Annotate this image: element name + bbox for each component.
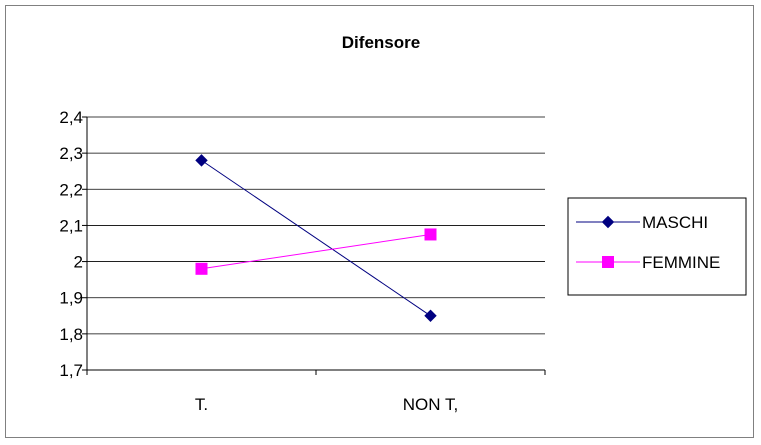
- legend: MASCHI FEMMINE: [567, 197, 747, 296]
- x-tick-label: NON T,: [403, 395, 458, 414]
- legend-marker: [602, 256, 614, 268]
- chart-title: Difensore: [342, 33, 420, 52]
- series-maschi: [195, 154, 437, 322]
- y-tick-label: 2,1: [59, 216, 83, 235]
- data-point: [195, 154, 208, 167]
- axes: [86, 117, 545, 371]
- data-point: [424, 309, 437, 322]
- series-group: [195, 154, 437, 322]
- y-tick-label: 2,2: [59, 180, 83, 199]
- y-tick-label: 2,4: [59, 108, 83, 127]
- legend-marker: [601, 215, 615, 229]
- y-tick-label: 2,3: [59, 144, 83, 163]
- x-axis-ticks: T. NON T,: [86, 370, 546, 414]
- series-line: [201, 233, 431, 270]
- x-tick-label: T.: [195, 395, 208, 414]
- data-point: [195, 262, 208, 275]
- legend-label: MASCHI: [642, 213, 708, 232]
- y-tick-label: 1,9: [59, 289, 83, 308]
- legend-entry-femmine: FEMMINE: [576, 253, 720, 272]
- y-axis-ticks: 1,7 1,8 1,9 2 2,1 2,2 2,3 2,4: [59, 108, 87, 380]
- series-femmine: [195, 228, 437, 275]
- series-line: [201, 159, 431, 317]
- legend-label: FEMMINE: [642, 253, 720, 272]
- y-tick-label: 1,8: [59, 325, 83, 344]
- y-tick-label: 1,7: [59, 361, 83, 380]
- legend-entry-maschi: MASCHI: [576, 213, 708, 232]
- legend-box: [567, 197, 747, 296]
- data-point: [424, 228, 437, 241]
- y-tick-label: 2: [74, 253, 83, 272]
- gridlines: [87, 116, 545, 335]
